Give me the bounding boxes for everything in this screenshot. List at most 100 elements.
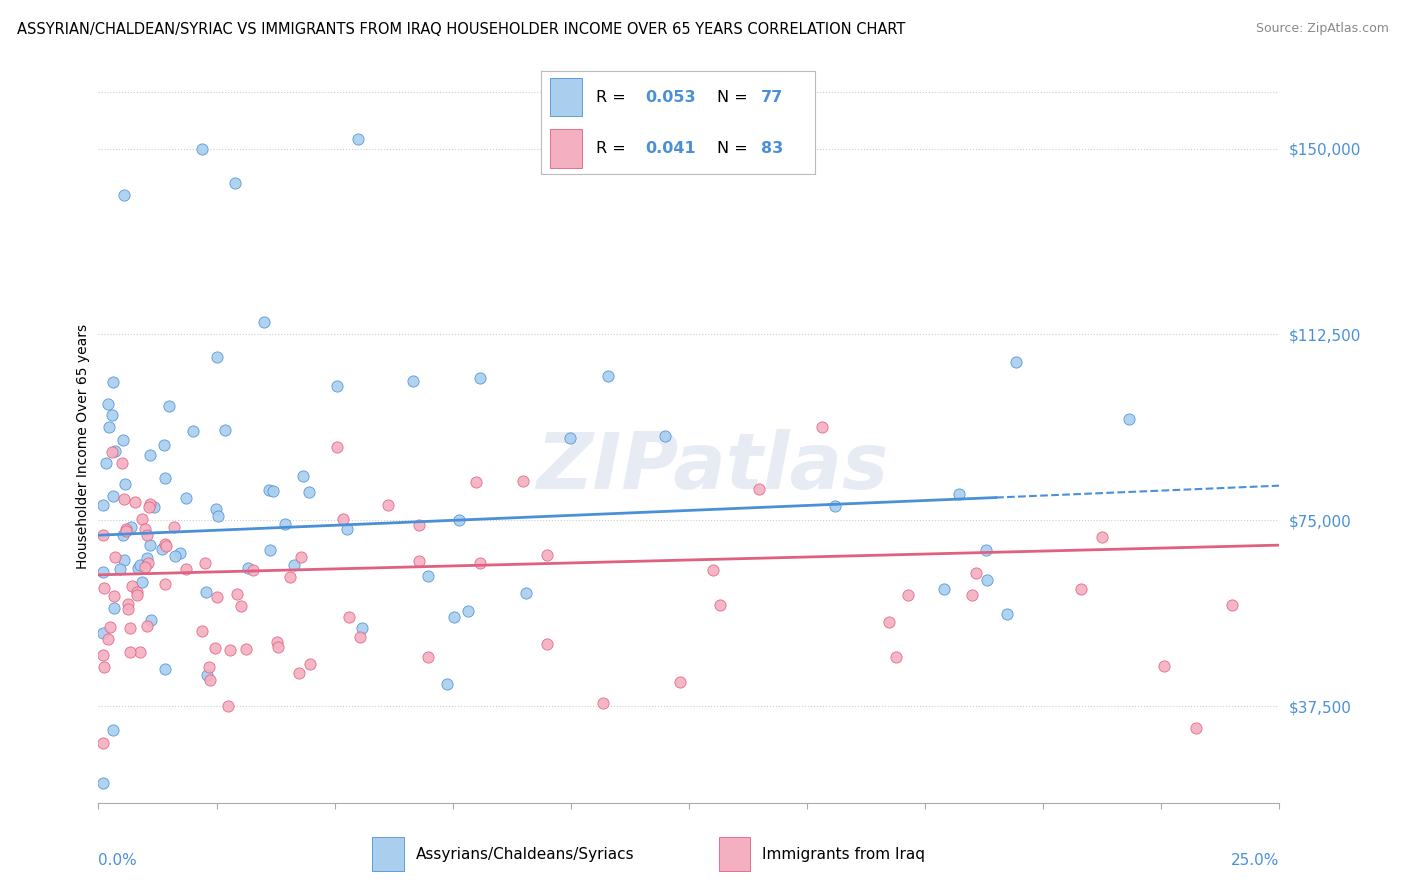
Point (824, 500, 846, 514)
Y-axis label: Householder Income Over 65 years: Householder Income Over 65 years (76, 324, 90, 568)
Text: 0.0%: 0.0% (98, 853, 138, 868)
Point (103, 589, 125, 603)
Point (98, 620, 121, 634)
Point (101, 375, 124, 389)
Point (1004, 354, 1026, 368)
Point (748, 483, 770, 497)
Point (326, 379, 349, 393)
Text: Immigrants from Iraq: Immigrants from Iraq (762, 847, 925, 862)
Point (290, 549, 312, 564)
Point (810, 420, 832, 434)
Point (124, 494, 146, 508)
Point (143, 500, 166, 514)
Point (443, 609, 465, 624)
Point (104, 443, 127, 458)
Point (128, 644, 150, 658)
Point (91, 736, 114, 750)
Bar (550, 128, 582, 168)
Point (91, 566, 114, 580)
Point (337, 609, 360, 624)
Point (558, 432, 581, 446)
Point (91, 498, 114, 512)
Point (965, 566, 987, 580)
Point (194, 556, 217, 570)
Point (112, 491, 135, 506)
Point (115, 522, 138, 536)
Point (91, 528, 114, 542)
Point (150, 542, 173, 557)
Point (292, 469, 315, 483)
Point (1220, 598, 1243, 612)
Point (1091, 530, 1114, 544)
Point (932, 582, 955, 597)
Point (536, 637, 558, 651)
Point (259, 543, 281, 558)
Point (267, 640, 290, 654)
Point (191, 142, 214, 156)
Text: ZIPatlas: ZIPatlas (537, 429, 889, 506)
Point (118, 645, 141, 659)
Point (512, 474, 534, 488)
Point (408, 517, 430, 532)
Point (596, 369, 619, 384)
Bar (550, 78, 582, 117)
Point (468, 556, 491, 570)
Point (111, 528, 134, 542)
Point (468, 371, 491, 385)
Point (97, 632, 120, 646)
Text: Source: ZipAtlas.com: Source: ZipAtlas.com (1256, 22, 1389, 36)
Point (205, 590, 228, 604)
Point (278, 570, 301, 584)
Point (287, 666, 309, 681)
Point (877, 615, 900, 630)
Point (1070, 582, 1092, 597)
Point (298, 485, 321, 500)
Point (101, 444, 124, 458)
Point (416, 650, 439, 665)
Point (194, 585, 217, 599)
Point (204, 502, 226, 516)
Point (205, 350, 228, 364)
Point (131, 512, 153, 526)
Point (332, 512, 354, 526)
Point (125, 584, 148, 599)
Point (214, 423, 236, 437)
Point (197, 667, 219, 681)
Text: N =: N = (717, 89, 752, 104)
Point (138, 497, 160, 511)
Point (104, 549, 127, 564)
Point (136, 528, 159, 542)
Point (101, 723, 124, 738)
Point (242, 563, 264, 577)
Point (165, 549, 187, 564)
Point (138, 448, 160, 462)
Point (135, 619, 157, 633)
Text: 25.0%: 25.0% (1232, 853, 1279, 868)
Point (948, 487, 970, 501)
Point (654, 429, 676, 443)
Point (709, 598, 731, 612)
Point (352, 621, 374, 635)
Text: 83: 83 (761, 141, 783, 156)
Point (174, 491, 197, 505)
Point (97, 397, 120, 411)
Point (163, 520, 186, 534)
Point (457, 604, 479, 618)
Point (224, 177, 246, 191)
Point (127, 588, 149, 602)
Point (191, 624, 214, 638)
Point (204, 640, 226, 655)
Point (1118, 412, 1140, 426)
Point (112, 553, 135, 567)
Text: ASSYRIAN/CHALDEAN/SYRIAC VS IMMIGRANTS FROM IRAQ HOUSEHOLDER INCOME OVER 65 YEAR: ASSYRIAN/CHALDEAN/SYRIAC VS IMMIGRANTS F… (17, 22, 905, 37)
Point (152, 438, 174, 452)
Text: R =: R = (596, 141, 631, 156)
Point (117, 597, 139, 611)
Point (702, 563, 724, 577)
Point (253, 315, 276, 329)
Point (131, 574, 153, 589)
Point (449, 513, 471, 527)
Point (266, 635, 288, 649)
Point (336, 523, 359, 537)
Point (274, 516, 297, 531)
